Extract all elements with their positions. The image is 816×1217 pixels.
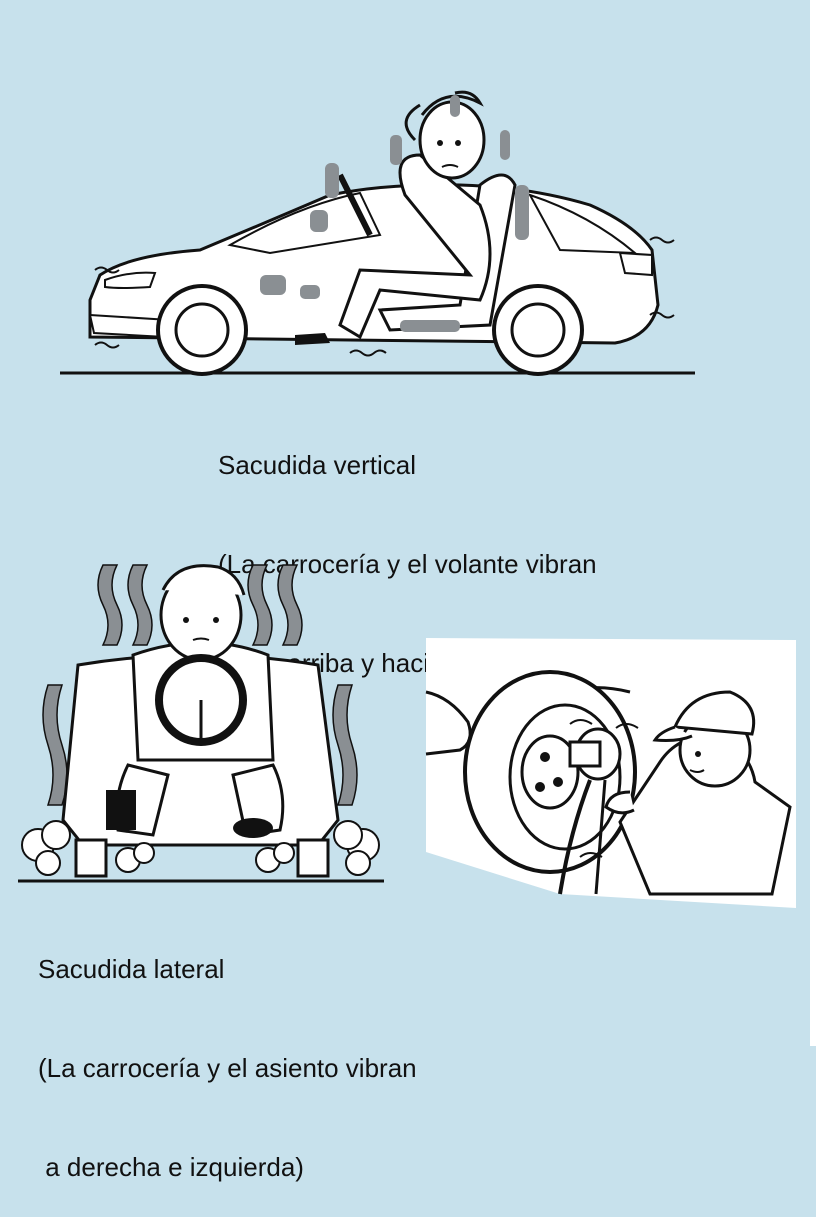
car-headlight [104,271,157,289]
wheel-balance-illustration [425,638,796,908]
mechanic-figure [604,690,792,896]
car-rear-wheel [492,284,584,376]
lateral-caption-line2: (La carrocería y el asiento vibran [38,1053,417,1083]
car-left-tire [74,838,108,878]
shake-lines [94,236,675,357]
vertical-shake-illustration [60,90,695,376]
lateral-caption-title: Sacudida lateral [38,954,225,984]
mechanic-cap [672,690,756,736]
car-right-tire [296,838,330,878]
steering-column [337,173,373,237]
vibration-marks [260,95,529,332]
vertical-caption-title: Sacudida vertical [218,450,416,480]
car-tail-light [618,251,653,277]
car-windshield [227,191,382,255]
driver-figure [295,90,492,345]
lateral-shake-caption: Sacudida lateral (La carrocería y el asi… [38,887,417,1217]
vibration-streaks [42,564,358,806]
dust-clouds [21,820,380,876]
motion-lines [569,719,639,858]
lateral-caption-line3: a derecha e izquierda) [38,1152,304,1182]
car-front-wheel [156,284,248,376]
page-right-border [810,0,816,1046]
balancing-tool [558,727,622,895]
car-wheel [463,670,637,874]
car-fender [425,690,472,756]
lateral-shake-illustration [18,564,384,883]
